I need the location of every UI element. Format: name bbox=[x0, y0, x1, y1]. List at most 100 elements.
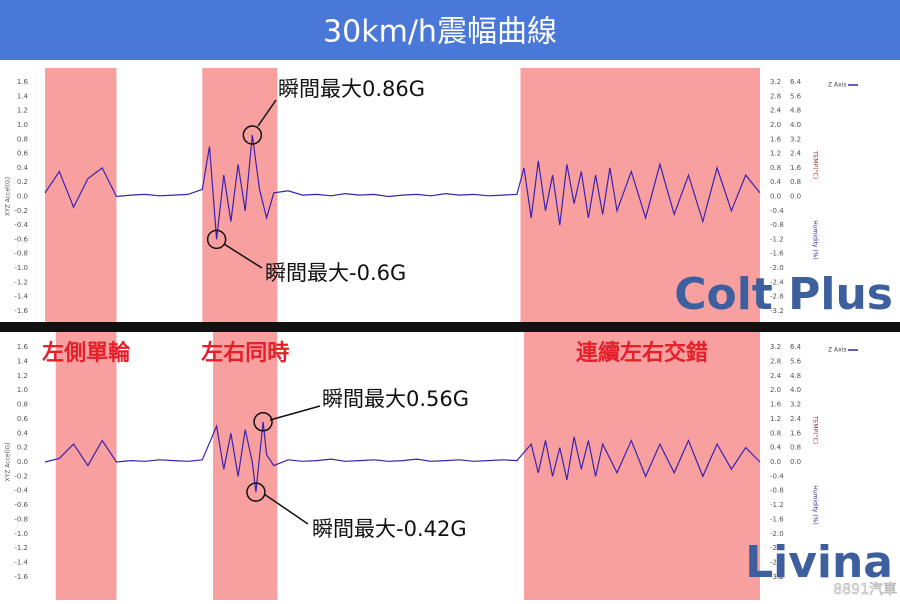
y3ticks-label: 4.8 bbox=[790, 372, 801, 380]
y2ticks-label: -1.6 bbox=[770, 250, 784, 258]
annotation-circle bbox=[246, 482, 266, 502]
y3ticks-label: 5.6 bbox=[790, 358, 802, 366]
y3ticks-label: 6.4 bbox=[790, 78, 802, 86]
annotation: 瞬間最大-0.6G bbox=[265, 261, 406, 285]
y2ticks-label: -0.8 bbox=[770, 487, 784, 495]
yticks-label: 0.8 bbox=[17, 135, 28, 143]
y3ticks-label: 1.6 bbox=[790, 429, 802, 437]
yticks-label: 0.0 bbox=[17, 458, 28, 466]
y2ticks-label: -1.2 bbox=[770, 235, 784, 243]
annotation-circle bbox=[206, 229, 227, 250]
annotation-arrow bbox=[257, 99, 277, 127]
yticks-label: 1.4 bbox=[17, 358, 29, 366]
y3-axis-title: Humidity (%) bbox=[812, 485, 819, 525]
y2ticks-label: 2.0 bbox=[770, 121, 781, 129]
page-title: 30km/h震幅曲線 bbox=[323, 15, 557, 50]
y3ticks-label: 2.4 bbox=[790, 415, 802, 423]
series-line bbox=[44, 421, 761, 493]
y3ticks-label: 4.0 bbox=[790, 121, 801, 129]
yticks-label: 1.6 bbox=[17, 78, 29, 86]
yticks-label: 1.0 bbox=[17, 121, 28, 129]
yticks-label: -0.8 bbox=[14, 515, 28, 523]
y3ticks-label: 3.2 bbox=[790, 401, 801, 409]
y2ticks-label: 2.0 bbox=[770, 386, 781, 394]
yticks-label: 0.2 bbox=[17, 178, 28, 186]
series-line bbox=[44, 134, 761, 240]
yticks-label: 1.2 bbox=[17, 372, 28, 380]
y3ticks-label: 4.0 bbox=[790, 386, 801, 394]
yticks-label: 1.2 bbox=[17, 107, 28, 115]
yticks-label: -0.2 bbox=[14, 472, 28, 480]
y2ticks-label: 3.2 bbox=[770, 78, 781, 86]
y2ticks-label: 1.6 bbox=[770, 135, 782, 143]
y3ticks-label: 0.8 bbox=[790, 178, 801, 186]
yticks-label: 0.8 bbox=[17, 401, 28, 409]
y2ticks-label: 0.0 bbox=[770, 193, 781, 201]
y2ticks-label: -3.2 bbox=[770, 307, 784, 315]
y3ticks-label: 0.0 bbox=[790, 458, 801, 466]
yticks-label: 1.6 bbox=[17, 343, 29, 351]
annotation: 瞬間最大0.56G bbox=[322, 387, 469, 411]
region-label: 連續左右交錯 bbox=[576, 340, 708, 366]
divider bbox=[0, 322, 900, 332]
y2ticks-label: 1.6 bbox=[770, 401, 782, 409]
y2ticks-label: -3.2 bbox=[770, 573, 784, 581]
yticks-label: 1.0 bbox=[17, 386, 28, 394]
y2ticks-label: -2.8 bbox=[770, 558, 784, 566]
vehicle-label: Livina bbox=[745, 537, 893, 588]
yticks-label: 0.2 bbox=[17, 444, 28, 452]
yticks-label: -1.2 bbox=[14, 544, 28, 552]
y2ticks-label: -0.8 bbox=[770, 221, 784, 229]
legend-label: Z Axis bbox=[828, 347, 846, 354]
annotation-circle bbox=[242, 125, 263, 145]
y3ticks-label: 6.4 bbox=[790, 343, 802, 351]
y2ticks-label: -1.6 bbox=[770, 515, 784, 523]
y2ticks-label: 1.2 bbox=[770, 150, 781, 158]
yticks-label: -1.4 bbox=[14, 293, 28, 301]
annotation: 瞬間最大0.86G bbox=[278, 77, 425, 101]
annotation-circle bbox=[253, 412, 273, 432]
y2ticks-label: -0.4 bbox=[770, 472, 784, 480]
yticks-label: -1.6 bbox=[14, 307, 28, 315]
y2ticks-label: 0.8 bbox=[770, 164, 781, 172]
yticks-label: 0.4 bbox=[17, 164, 29, 172]
yticks-label: -0.2 bbox=[14, 207, 28, 215]
yticks-label: -1.0 bbox=[14, 264, 28, 272]
yticks-label: 0.4 bbox=[17, 429, 29, 437]
y2ticks-label: -2.8 bbox=[770, 293, 784, 301]
yticks-label: -0.6 bbox=[14, 501, 28, 509]
y2ticks-label: 0.8 bbox=[770, 429, 781, 437]
annotation-arrow bbox=[269, 405, 321, 421]
y3ticks-label: 1.6 bbox=[790, 164, 802, 172]
yticks-label: -1.6 bbox=[14, 573, 28, 581]
region-label: 左側單輪 bbox=[42, 340, 131, 366]
annotation-arrow bbox=[223, 243, 263, 269]
region-label: 左右同時 bbox=[201, 340, 289, 366]
yticks-label: -1.0 bbox=[14, 530, 28, 538]
y2ticks-label: 2.4 bbox=[770, 107, 782, 115]
y2ticks-label: -2.4 bbox=[770, 544, 784, 552]
y2ticks-label: 2.8 bbox=[770, 358, 781, 366]
y3ticks-label: 0.8 bbox=[790, 444, 801, 452]
yticks-label: -1.2 bbox=[14, 278, 28, 286]
yticks-label: -1.4 bbox=[14, 558, 28, 566]
y3ticks-label: 4.8 bbox=[790, 107, 801, 115]
y2ticks-label: 0.0 bbox=[770, 458, 781, 466]
y-axis-title: XYZ Accel(G) bbox=[5, 442, 12, 481]
y2-axis-title: TEMP(°C) bbox=[812, 150, 819, 179]
y2ticks-label: 3.2 bbox=[770, 343, 781, 351]
region bbox=[520, 68, 760, 322]
y2ticks-label: 1.2 bbox=[770, 415, 781, 423]
annotation: 瞬間最大-0.42G bbox=[312, 517, 467, 541]
y2ticks-label: -2.4 bbox=[770, 278, 784, 286]
y-axis-title: XYZ Accel(G) bbox=[5, 177, 12, 216]
yticks-label: 0.0 bbox=[17, 193, 28, 201]
y2ticks-label: -2.0 bbox=[770, 264, 784, 272]
region bbox=[202, 68, 278, 322]
header-bar bbox=[0, 0, 900, 60]
y2ticks-label: -2.0 bbox=[770, 530, 784, 538]
yticks-label: 1.4 bbox=[17, 92, 29, 100]
watermark: 8891汽車 bbox=[833, 581, 897, 598]
y2ticks-label: 0.4 bbox=[770, 444, 782, 452]
